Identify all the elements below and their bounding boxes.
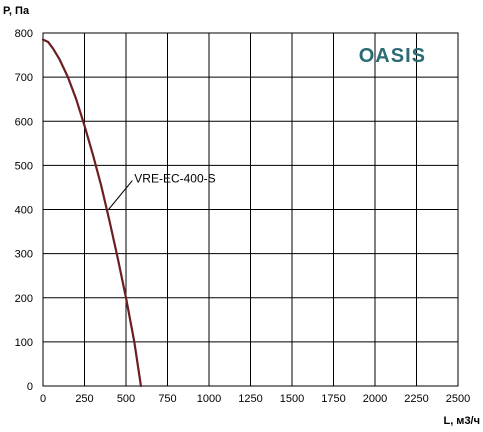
x-tick-label: 1750 bbox=[321, 393, 345, 405]
series bbox=[41, 38, 143, 388]
y-tick-label: 400 bbox=[15, 205, 33, 217]
tick-labels: 0 250 500 750 1000 1250 1500 1750 2000 2250 2500 0 1… bbox=[15, 28, 471, 405]
x-axis-label: L, м3/ч bbox=[443, 415, 480, 427]
x-tick-label: 2500 bbox=[446, 393, 470, 405]
y-tick-label: 300 bbox=[15, 249, 33, 261]
series-line-0 bbox=[41, 38, 143, 388]
x-tick-label: 750 bbox=[158, 393, 176, 405]
x-tick-label: 2000 bbox=[363, 393, 387, 405]
y-axis-label: P, Па bbox=[3, 5, 30, 17]
annotations: VRE-EC-400-S bbox=[108, 172, 216, 210]
x-tick-label: 1250 bbox=[238, 393, 262, 405]
series-annotation-label: VRE-EC-400-S bbox=[134, 172, 215, 186]
y-tick-label: 800 bbox=[15, 28, 33, 40]
x-tick-label: 500 bbox=[117, 393, 135, 405]
annotation-leader-0 bbox=[108, 180, 133, 210]
brand-logo: OASIS bbox=[359, 45, 426, 67]
grid bbox=[42, 32, 459, 387]
x-tick-label: 1000 bbox=[197, 393, 221, 405]
y-tick-label: 500 bbox=[15, 160, 33, 172]
x-tick-label: 0 bbox=[40, 393, 46, 405]
y-tick-label: 100 bbox=[15, 337, 33, 349]
plot-frame bbox=[42, 32, 459, 387]
y-tick-label: 0 bbox=[27, 381, 33, 393]
y-tick-label: 600 bbox=[15, 116, 33, 128]
y-tick-label: 700 bbox=[15, 72, 33, 84]
x-tick-label: 2250 bbox=[404, 393, 428, 405]
y-tick-label: 200 bbox=[15, 293, 33, 305]
x-tick-label: 250 bbox=[75, 393, 93, 405]
x-tick-label: 1500 bbox=[280, 393, 304, 405]
